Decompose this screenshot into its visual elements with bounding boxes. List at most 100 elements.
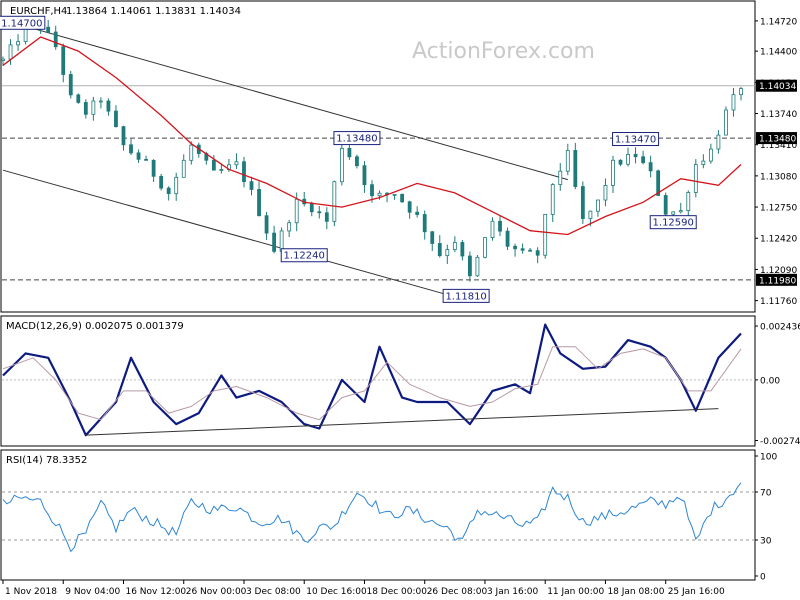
rsi-tick-label: 100 [760, 453, 777, 463]
candle-body [121, 126, 126, 146]
candle-body [678, 210, 683, 213]
candle-body [392, 193, 397, 196]
price-header: EURCHF,H4 1.13864 1.14061 1.13831 1.1403… [10, 6, 241, 17]
candle-body [317, 211, 322, 214]
rsi-tick-label: 70 [760, 489, 772, 499]
candle-body [189, 144, 194, 161]
candle-body [324, 212, 329, 222]
rsi-line [2, 482, 742, 553]
candle-body [580, 186, 585, 219]
candle-body [498, 220, 502, 232]
candle-body [483, 237, 487, 258]
level-badge-label: 1.11980 [759, 276, 796, 286]
price-annotation-box [280, 248, 328, 263]
x-tick-label: 26 Nov 00:00 [186, 587, 247, 597]
candle-body [445, 249, 450, 257]
price-annotation-box [612, 132, 660, 147]
x-tick-label: 25 Jan 16:00 [668, 587, 725, 597]
candle-body [234, 161, 239, 166]
x-tick-label: 3 Jan 16:00 [487, 587, 539, 597]
ohlc-label: 1.13864 1.14061 1.13831 1.14034 [66, 6, 241, 17]
price-annotation-box [0, 15, 46, 30]
candle-body [437, 243, 442, 257]
price-tick-label: 1.12090 [760, 266, 797, 276]
candle-body [332, 181, 337, 222]
candle-body [91, 100, 96, 115]
candle-body [648, 162, 653, 172]
price-tick-label: 1.12420 [760, 235, 797, 245]
candle-body [242, 161, 246, 183]
candle-body [611, 159, 615, 186]
price-annotation-label: 1.13470 [615, 135, 656, 146]
candle-body [641, 156, 646, 164]
moving-average-line [2, 36, 742, 236]
candle-body [377, 192, 382, 197]
watermark: ActionForex.com [412, 39, 595, 64]
candle-body [211, 159, 216, 171]
candle-body [520, 248, 525, 251]
candle-body [603, 185, 608, 201]
macd-tick-label: 0.00 [760, 376, 780, 386]
candle-body [219, 169, 224, 171]
candle-body [83, 102, 88, 115]
candle-body [407, 201, 412, 213]
candle-body [739, 88, 743, 96]
candle-body [573, 150, 578, 187]
candle-body [558, 170, 563, 185]
price-annotation-label: 1.14700 [1, 18, 42, 29]
candle-body [708, 148, 713, 162]
macd-title: MACD(12,26,9) 0.002075 0.001379 [6, 321, 184, 332]
macd-trendline [85, 408, 719, 436]
current-price-label: 1.14034 [759, 82, 796, 92]
x-tick-label: 16 Nov 12:00 [125, 587, 186, 597]
candle-body [181, 159, 186, 178]
price-tick-label: 1.14400 [760, 48, 797, 58]
macd-signal-line [2, 346, 742, 421]
candle-body [129, 144, 133, 154]
level-badge-label: 1.13480 [759, 135, 796, 145]
candle-body [114, 110, 118, 128]
x-tick-label: 26 Dec 08:00 [427, 587, 488, 597]
candle-body [1, 58, 5, 61]
candle-body [16, 41, 20, 46]
candle-body [475, 256, 480, 277]
candle-body [626, 153, 630, 165]
candle-body [618, 159, 623, 165]
candle-body [264, 215, 269, 234]
x-tick-label: 11 Jan 00:00 [547, 587, 604, 597]
price-annotation-box [649, 215, 697, 230]
level-badge [756, 132, 797, 145]
rsi-tick-label: 30 [760, 537, 772, 547]
price-annotation-label: 1.13480 [336, 134, 377, 145]
candle-body [588, 210, 593, 219]
candle-body [106, 100, 111, 112]
candle-body [309, 203, 314, 213]
candle-body [257, 189, 261, 217]
macd-tick-label: 0.002436 [760, 323, 800, 333]
candle-body [61, 46, 66, 75]
candle-body [287, 222, 292, 232]
rsi-title: RSI(14) 78.3352 [6, 455, 87, 466]
candle-body [174, 176, 179, 195]
symbol-label: EURCHF,H4 [10, 6, 67, 17]
price-tick-label: 1.13080 [760, 172, 797, 182]
rsi-panel-frame [0, 449, 756, 581]
candle-body [400, 193, 405, 203]
candle-body [294, 198, 299, 224]
macd-line [2, 323, 742, 437]
price-panel-frame [0, 0, 756, 313]
candle-body [528, 249, 533, 252]
candle-body [535, 250, 540, 256]
candle-body [663, 195, 668, 215]
price-annotation-label: 1.11810 [445, 291, 486, 302]
candle-body [513, 245, 517, 250]
macd-panel-frame [0, 315, 756, 447]
candle-body [159, 175, 164, 189]
price-annotation-label: 1.12240 [284, 251, 325, 262]
price-annotation-label: 1.12590 [653, 218, 694, 229]
x-tick-label: 18 Jan 08:00 [607, 587, 664, 597]
price-tick-label: 1.13740 [760, 110, 797, 120]
candle-body [596, 199, 600, 212]
candle-body [467, 255, 472, 277]
